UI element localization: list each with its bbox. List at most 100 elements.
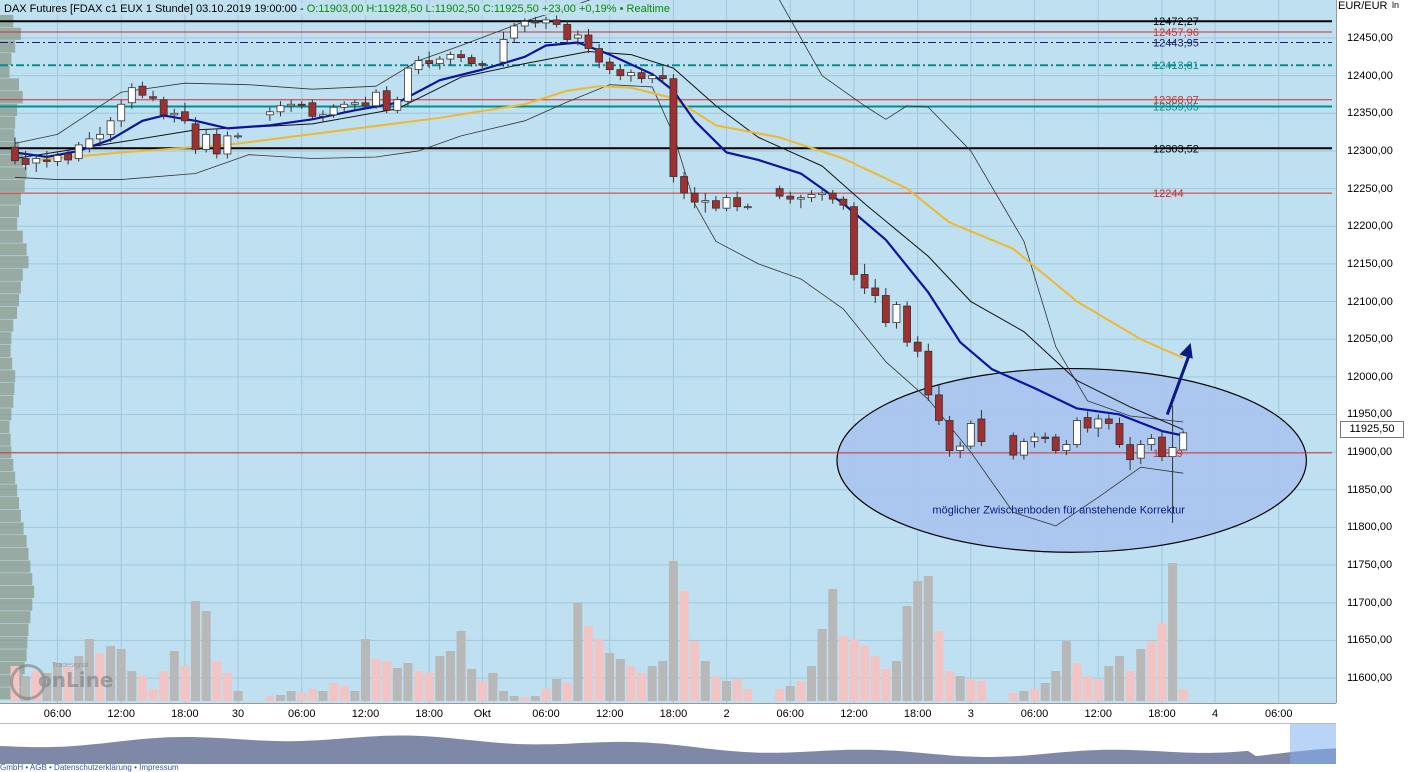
profile-bar [0, 357, 13, 370]
footer-links[interactable]: GmbH • AGB • Datenschutzerklärung • Impr… [0, 763, 179, 772]
level-label: 12368,07 [1153, 95, 1199, 107]
price-tick-label: 11900,00 [1347, 446, 1393, 459]
candle-body [595, 48, 603, 63]
candle-body [127, 87, 136, 104]
volume-bar [435, 656, 445, 701]
profile-bar [0, 623, 29, 637]
axis-scroll-marker[interactable]: ln [1392, 0, 1400, 10]
candle-body [212, 133, 221, 155]
volume-bar [233, 691, 243, 701]
candle-body [1030, 436, 1039, 442]
price-axis[interactable]: 12450,00 12400,00 12350,00 12300,00 12250,00… [1336, 0, 1410, 703]
volume-bar [116, 649, 126, 701]
candle-body [414, 60, 423, 71]
overview-area [0, 735, 1336, 764]
profile-bar [0, 547, 29, 560]
time-tick-label: 12:00 [107, 708, 135, 720]
volume-bar [700, 661, 710, 701]
time-tick-label: 30 [231, 708, 245, 720]
volume-bar [520, 697, 530, 701]
price-tick-label: 12200,00 [1347, 220, 1393, 233]
candle-body [743, 206, 752, 209]
volume-bar [945, 671, 955, 701]
candle-body [361, 102, 370, 107]
time-tick-label: 06:00 [776, 708, 805, 720]
overview-area-chart[interactable] [0, 724, 1336, 764]
time-tick-label: Okt [473, 708, 491, 720]
profile-bar [0, 611, 31, 624]
volume-bar [838, 636, 848, 701]
volume-bar [658, 661, 668, 701]
time-tick-label: 18:00 [415, 708, 443, 720]
candle-body [977, 418, 986, 442]
price-tick-label: 11800,00 [1347, 521, 1393, 534]
volume-bar [870, 656, 880, 701]
volume-bar [923, 576, 933, 701]
bollinger-upper-line [14, 0, 1184, 423]
time-axis[interactable]: 06:00 12:00 18:00 30 06:00 12:00 18:00 Okt 06:00… [0, 703, 1336, 724]
candle-body [340, 103, 349, 108]
volume-bar [541, 689, 551, 701]
candle-body [276, 105, 285, 113]
profile-bar [0, 179, 25, 193]
profile-bar [0, 27, 21, 40]
candle-body [669, 78, 678, 177]
candle-body [680, 176, 688, 194]
profile-bar [0, 560, 31, 573]
candle-body [457, 54, 465, 58]
profile-bar [0, 344, 11, 357]
overview-window-handle[interactable] [1290, 724, 1336, 764]
currency-label: EUR/EUR [1338, 0, 1388, 12]
profile-bar [0, 522, 24, 535]
last-price-badge: 11925,50 [1340, 421, 1404, 438]
profile-bar [0, 243, 27, 256]
profile-bar [0, 78, 19, 91]
volume-bar [1040, 683, 1050, 701]
price-tick-label: 12000,00 [1347, 370, 1393, 383]
candle-body [404, 67, 412, 102]
candle-body [53, 155, 62, 162]
volume-bar [1019, 691, 1029, 701]
candle-body [881, 295, 890, 324]
volume-bar [414, 671, 424, 701]
volume-bar [106, 646, 116, 701]
volume-bar [1114, 656, 1124, 701]
profile-bar [0, 585, 35, 599]
volume-bar [690, 641, 700, 701]
candle-body [903, 305, 911, 343]
candle-body [1062, 444, 1071, 452]
candle-body [786, 195, 795, 200]
level-label: 12457,96 [1153, 27, 1199, 39]
chart-plot-area[interactable]: 12472,27 12457,96 12443,95 12413,81 12368,07… [0, 0, 1336, 703]
candle-body [42, 159, 51, 162]
candle-body [319, 114, 327, 117]
candle-body [1147, 438, 1156, 445]
tradesignal-online-logo: Tradesignal onLine [8, 662, 113, 700]
profile-bar [0, 497, 19, 510]
price-tick-label: 12150,00 [1347, 257, 1393, 270]
candle-body [1083, 417, 1092, 429]
volume-bar [637, 673, 647, 701]
candle-body [393, 99, 402, 111]
candle-body [64, 153, 72, 161]
price-tick-label: 11850,00 [1347, 483, 1393, 496]
volume-bar [63, 667, 73, 701]
candle-body [1094, 418, 1103, 429]
volume-bar [191, 601, 201, 701]
volume-bar [445, 651, 455, 701]
profile-bar [0, 420, 10, 434]
candle-body [807, 194, 816, 199]
volume-bar [127, 671, 137, 701]
level-label: 11899 [1153, 448, 1183, 460]
volume-bar [456, 631, 466, 701]
profile-bar [0, 230, 23, 243]
time-tick-label: 3 [967, 708, 974, 720]
volume-bar [307, 689, 317, 701]
candle-body [297, 103, 306, 107]
volume-bar [84, 639, 94, 701]
candle-body [871, 287, 880, 296]
overview-navigator[interactable] [0, 723, 1336, 764]
candle-body [796, 197, 805, 200]
volume-bar [849, 639, 859, 701]
